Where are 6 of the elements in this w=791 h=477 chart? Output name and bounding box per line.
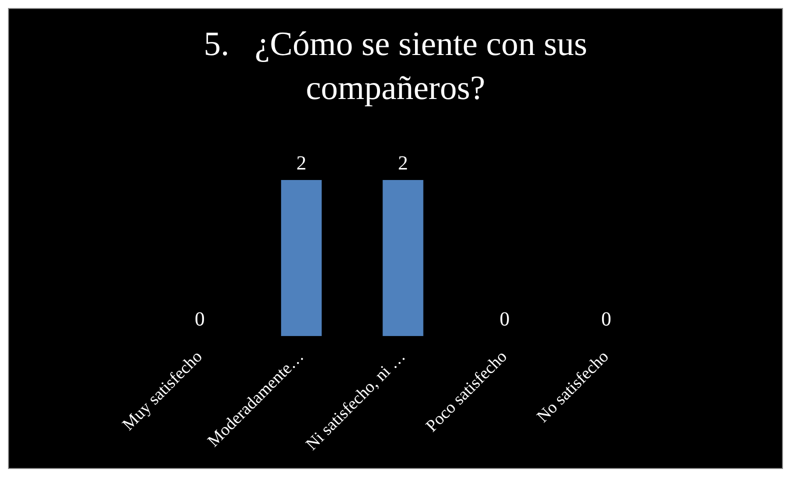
- data-label: 0: [500, 308, 510, 330]
- data-label: 0: [601, 308, 612, 330]
- data-label: 2: [296, 152, 306, 174]
- chart-title: 5. ¿Cómo se siente con sus compañeros?: [202, 25, 588, 109]
- data-label: 2: [398, 152, 408, 174]
- data-label: 0: [194, 308, 205, 330]
